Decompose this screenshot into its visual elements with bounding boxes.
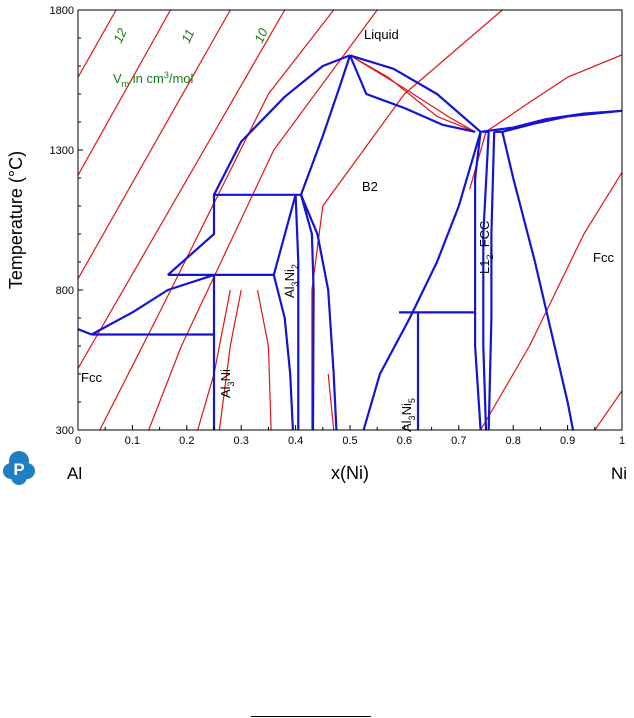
- x-tick-label: 0.9: [560, 435, 575, 447]
- x-tick-label: 0.8: [506, 435, 521, 447]
- molar-volume-contour-1: [78, 10, 172, 176]
- molar-volume-contour-11: [469, 54, 622, 190]
- x-axis-left-end-label: Al: [67, 464, 82, 483]
- phase-boundary-line-15: [362, 131, 482, 430]
- x-tick-label: 1: [619, 435, 625, 447]
- y-axis-label: Temperature (°C): [6, 151, 26, 289]
- phase-label-l12-fcc: L12_FCC: [477, 221, 495, 274]
- y-tick-label: 1800: [50, 5, 74, 17]
- phase-label-al3ni5: Al3Ni5: [399, 398, 417, 432]
- phase-label-al3ni: Al3Ni: [218, 369, 236, 398]
- x-tick-label: 0.3: [234, 435, 249, 447]
- molar-volume-contour-2: [78, 10, 231, 280]
- molar-volume-contour-12: [480, 172, 622, 430]
- phase-boundary-line-8: [272, 194, 297, 276]
- x-tick-label: 0.6: [397, 435, 412, 447]
- svg-text:P: P: [13, 460, 24, 479]
- x-tick-label: 0.7: [451, 435, 466, 447]
- x-tick-label: 0.1: [125, 435, 140, 447]
- y-tick-label: 1300: [50, 145, 74, 157]
- phase-boundary-line-0: [78, 328, 92, 336]
- y-axis-ticks: 300 800 1300 1800: [50, 5, 83, 437]
- molar-volume-contour-0: [78, 10, 117, 78]
- phase-boundary-line-20: [487, 131, 496, 430]
- molar-volume-contour-10: [327, 373, 335, 430]
- phase-boundary-line-22: [501, 131, 575, 430]
- phase-boundary-line-6: [213, 54, 351, 196]
- phase-label-fcc-left: Fcc: [81, 370, 102, 385]
- phase-boundary-line-12: [299, 55, 352, 196]
- phase-label-al3ni2: Al3Ni2: [282, 264, 300, 298]
- molar-volume-contour-9: [311, 10, 503, 430]
- molar-volume-contour-8: [256, 289, 272, 430]
- contour-label-11: 11: [178, 27, 197, 46]
- x-axis-right-end-label: Ni: [611, 464, 627, 483]
- x-tick-label: 0.2: [179, 435, 194, 447]
- molar-volume-contour-15: [349, 54, 476, 133]
- phase-boundary-line-14: [299, 194, 338, 430]
- phase-boundary-line-10: [294, 194, 300, 430]
- phase-boundaries: [78, 54, 622, 430]
- phase-boundary-line-2: [91, 273, 215, 336]
- y-tick-label: 300: [56, 425, 74, 437]
- x-tick-label: 0.5: [342, 435, 357, 447]
- phase-label-b2: B2: [362, 179, 378, 194]
- phase-boundary-line-25: [502, 109, 622, 133]
- phase-boundary-line-13: [348, 54, 476, 133]
- phase-boundary-line-19: [482, 131, 490, 430]
- contour-label-10: 10: [251, 25, 271, 45]
- molar-volume-annotation: Vm in cm3/mol: [113, 70, 194, 89]
- phase-boundary-line-18: [474, 131, 482, 430]
- x-tick-label: 0: [75, 435, 81, 447]
- contour-label-12: 12: [110, 25, 130, 45]
- x-axis-ticks: 0 0.1 0.2 0.3 0.4 0.5 0.6 0.7 0.8 0.9 1: [75, 425, 625, 447]
- x-axis-label: x(Ni): [331, 463, 369, 483]
- molar-volume-contour-14: [349, 54, 476, 133]
- molar-volume-contour-3: [78, 10, 286, 369]
- phase-diagram-figure: 0 0.1 0.2 0.3 0.4 0.5 0.6 0.7 0.8 0.9 1 300 800 1300…: [3, 5, 627, 485]
- phase-boundary-line-7: [349, 54, 482, 133]
- phase-label-fcc-right: Fcc: [593, 250, 614, 265]
- phase-boundary-line-11: [299, 194, 315, 430]
- phase-boundary-line-5: [167, 193, 301, 276]
- logo-icon: P: [3, 451, 35, 485]
- y-tick-label: 800: [56, 285, 74, 297]
- molar-volume-contour-5: [148, 10, 378, 430]
- molar-volume-contour-7: [218, 289, 242, 430]
- phase-boundary-line-9: [272, 274, 294, 430]
- footer-divider: [251, 716, 371, 717]
- molar-volume-contour-13: [594, 390, 622, 430]
- x-tick-label: 0.4: [288, 435, 303, 447]
- phase-label-liquid: Liquid: [364, 27, 399, 42]
